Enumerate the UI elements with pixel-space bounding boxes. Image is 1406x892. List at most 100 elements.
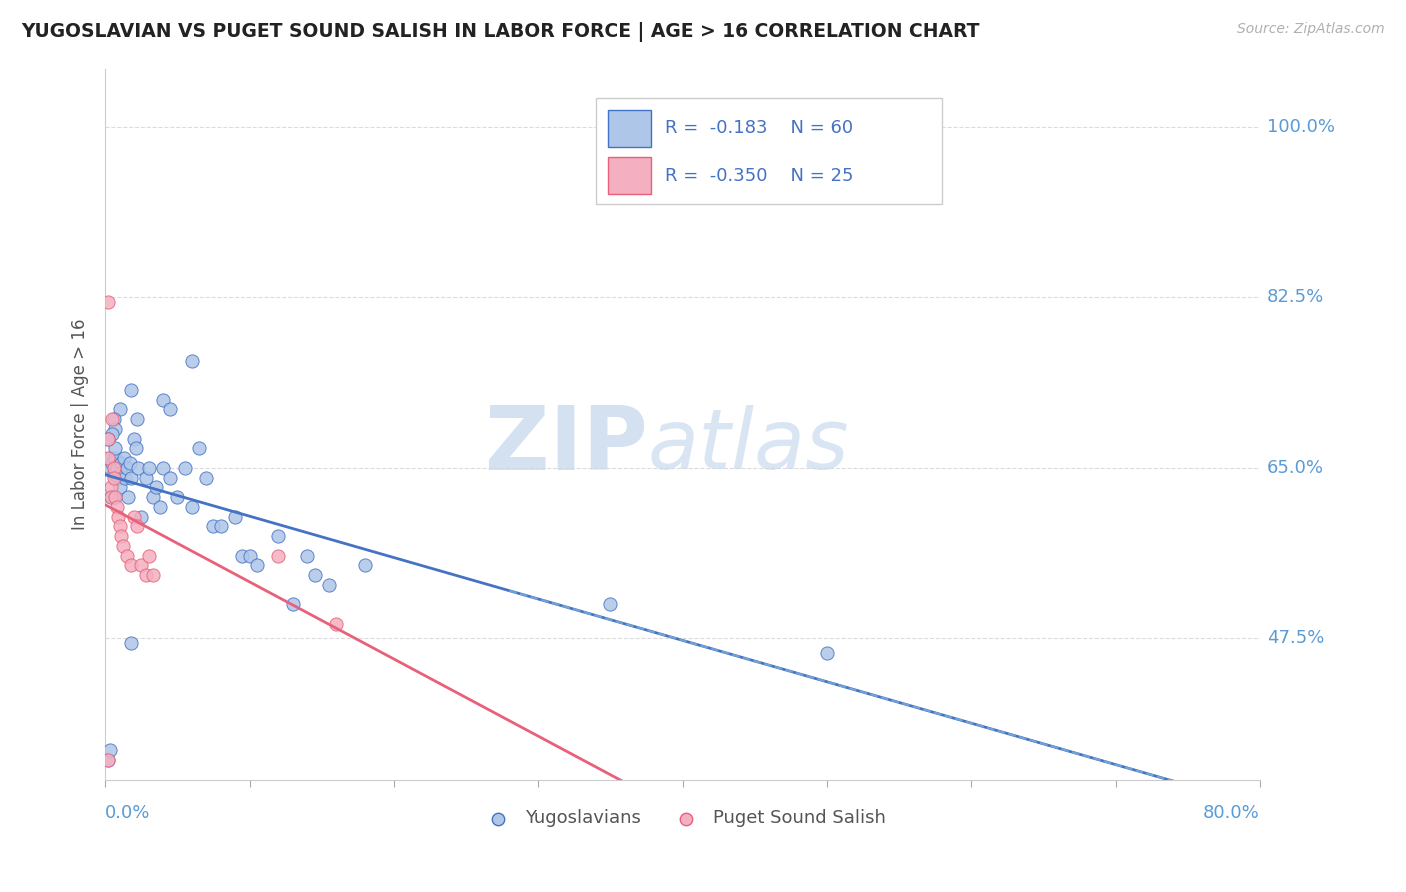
Point [117, 490, 139, 504]
Y-axis label: In Labor Force | Age > 16: In Labor Force | Age > 16 [72, 318, 89, 530]
Point [118, 456, 141, 470]
Point [104, 422, 127, 436]
Point [195, 470, 218, 484]
Text: R =  -0.183    N = 60: R = -0.183 N = 60 [665, 120, 853, 137]
Text: ZIP: ZIP [485, 402, 648, 489]
Point [108, 402, 131, 417]
Text: 82.5%: 82.5% [1267, 288, 1324, 307]
Text: Source: ZipAtlas.com: Source: ZipAtlas.com [1237, 22, 1385, 37]
Text: 47.5%: 47.5% [1267, 630, 1324, 648]
Point [129, 558, 152, 573]
Point [138, 549, 160, 563]
Point [105, 500, 128, 514]
Point [103, 490, 125, 504]
Point [104, 451, 127, 466]
Point [138, 461, 160, 475]
Point [120, 383, 142, 397]
Point [166, 490, 188, 504]
Point [98, 451, 121, 466]
Text: 65.0%: 65.0% [1267, 458, 1324, 477]
Point [97, 432, 120, 446]
Point [104, 442, 127, 456]
FancyBboxPatch shape [607, 157, 651, 194]
Point [180, 353, 202, 368]
Point [281, 597, 304, 611]
Point [100, 490, 122, 504]
Point [173, 461, 195, 475]
Point [267, 549, 290, 563]
Point [325, 616, 347, 631]
Point [120, 558, 142, 573]
Point [122, 432, 145, 446]
Point [120, 636, 142, 650]
Text: YUGOSLAVIAN VS PUGET SOUND SALISH IN LABOR FORCE | AGE > 16 CORRELATION CHART: YUGOSLAVIAN VS PUGET SOUND SALISH IN LAB… [21, 22, 980, 42]
Point [149, 500, 172, 514]
Text: 0.0%: 0.0% [105, 804, 150, 822]
Point [135, 568, 157, 582]
Point [108, 480, 131, 494]
Point [108, 519, 131, 533]
Point [188, 442, 211, 456]
Point [112, 451, 135, 466]
Point [129, 509, 152, 524]
Point [238, 549, 260, 563]
Text: atlas: atlas [648, 405, 849, 486]
Point [97, 451, 120, 466]
Point [125, 412, 148, 426]
Point [100, 490, 122, 504]
Point [354, 558, 377, 573]
Point [97, 753, 120, 767]
Point [159, 470, 181, 484]
Point [101, 426, 124, 441]
Point [318, 578, 340, 592]
Point [159, 402, 181, 417]
Point [97, 432, 120, 446]
Point [111, 539, 134, 553]
Point [115, 549, 138, 563]
Point [267, 529, 290, 543]
Point [103, 470, 125, 484]
Point [246, 558, 269, 573]
FancyBboxPatch shape [596, 98, 942, 203]
Point [98, 743, 121, 757]
Text: 80.0%: 80.0% [1204, 804, 1260, 822]
Point [122, 509, 145, 524]
Point [105, 461, 128, 475]
Point [142, 490, 165, 504]
Point [98, 461, 121, 475]
Point [142, 568, 165, 582]
Point [180, 500, 202, 514]
Point [107, 470, 129, 484]
Point [104, 490, 127, 504]
Point [107, 509, 129, 524]
Text: 100.0%: 100.0% [1267, 118, 1336, 136]
Point [304, 568, 326, 582]
FancyBboxPatch shape [607, 110, 651, 147]
Point [127, 461, 149, 475]
Point [110, 529, 132, 543]
Point [209, 519, 232, 533]
Point [135, 470, 157, 484]
Point [110, 456, 132, 470]
Point [297, 549, 319, 563]
Point [110, 466, 132, 480]
Text: R =  -0.350    N = 25: R = -0.350 N = 25 [665, 167, 853, 185]
Point [114, 470, 136, 484]
Point [120, 470, 142, 484]
Point [115, 461, 138, 475]
Point [97, 295, 120, 310]
Point [103, 466, 125, 480]
Point [103, 412, 125, 426]
Point [202, 519, 225, 533]
Point [97, 753, 120, 767]
Point [599, 597, 621, 611]
Point [145, 480, 167, 494]
Legend: Yugoslavians, Puget Sound Salish: Yugoslavians, Puget Sound Salish [472, 802, 893, 835]
Point [101, 412, 124, 426]
Point [152, 392, 174, 407]
Point [124, 442, 146, 456]
Point [125, 519, 148, 533]
Point [152, 461, 174, 475]
Point [224, 509, 246, 524]
Point [100, 480, 122, 494]
